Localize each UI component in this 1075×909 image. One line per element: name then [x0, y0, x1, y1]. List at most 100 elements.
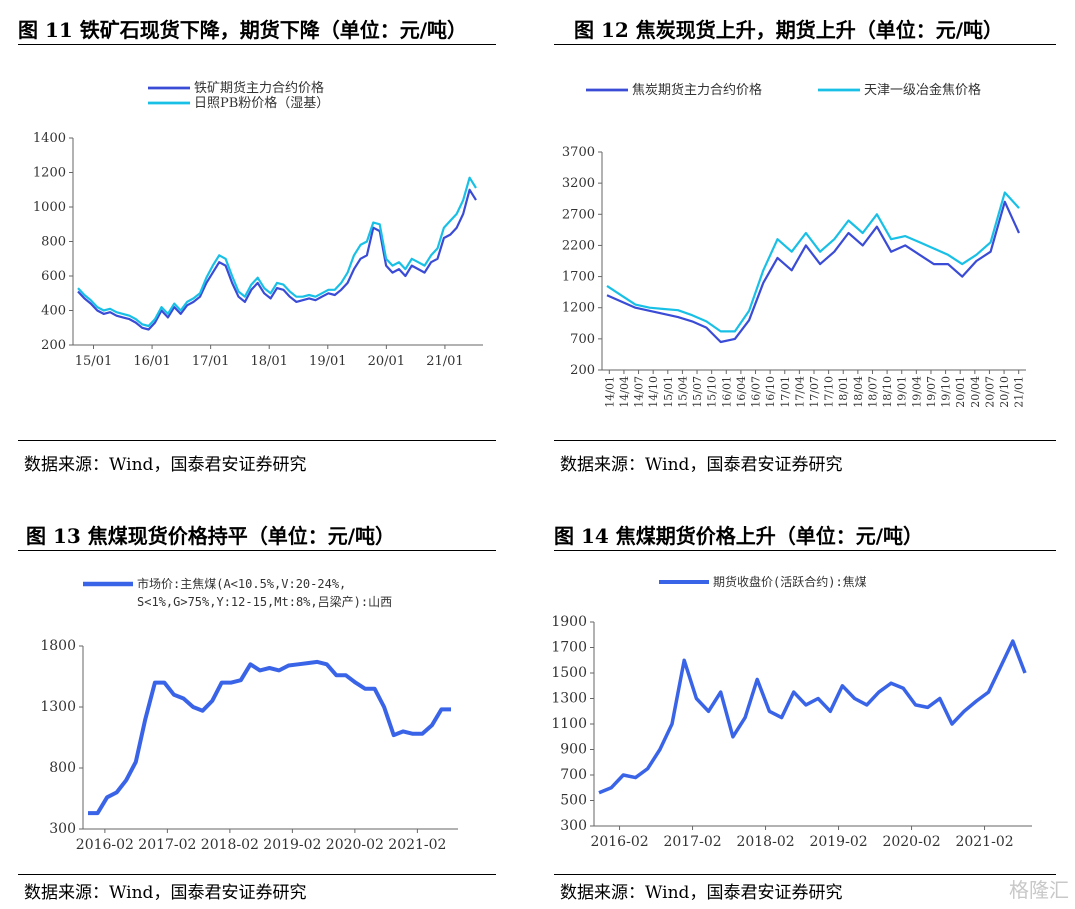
- legend-label: 期货收盘价(活跃合约):焦煤: [713, 574, 867, 589]
- x-tick-label: 16/07: [750, 376, 763, 408]
- chart-fig11: 200 400 600 800 1000 1200 1400 15/01 16/01 17/01 1…: [33, 80, 483, 369]
- x-tick-label: 2019-02: [263, 837, 321, 853]
- legend-label: S<1%,G>75%,Y:12-15,Mt:8%,吕梁产):山西: [137, 594, 392, 609]
- data-source: 数据来源：Wind，国泰君安证券研究: [560, 883, 843, 903]
- figure-title: 图 14 焦煤期货价格上升（单位：元/吨）: [554, 524, 924, 548]
- y-tick-label: 500: [560, 793, 587, 809]
- x-tick-label: 14/07: [633, 376, 646, 408]
- x-tick-label: 18/01: [837, 376, 850, 408]
- x-tick-label: 15/04: [676, 376, 689, 408]
- series-line: [606, 191, 1020, 333]
- x-tick-label: 15/01: [662, 376, 675, 408]
- x-tick-label: 2016-02: [590, 834, 648, 850]
- x-tick-label: 2020-02: [882, 834, 940, 850]
- x-tick-label: 20/10: [998, 376, 1011, 408]
- x-tick-label: 19/04: [910, 376, 923, 408]
- series-line: [77, 188, 477, 331]
- x-tick-label: 2020-02: [326, 837, 384, 853]
- series-line: [88, 659, 451, 816]
- series-line: [606, 200, 1021, 344]
- figure-title: 图 13 焦煤现货价格持平（单位：元/吨）: [26, 524, 396, 548]
- y-tick-label: 1000: [33, 200, 66, 215]
- chart-fig12: 200 700 1200 1700 2200 2700 3200 3700 14/01 14/04…: [562, 82, 1026, 408]
- title-rule: [554, 44, 1056, 45]
- x-tick-label: 16/04: [735, 376, 748, 408]
- x-tick-label: 2019-02: [809, 834, 867, 850]
- x-tick-label: 18/07: [866, 376, 879, 408]
- x-tick-label: 2021-02: [955, 834, 1013, 850]
- watermark-logo: 格隆汇: [1009, 878, 1069, 902]
- panel-fig12: 图 12 焦炭现货上升，期货上升（单位：元/吨） 200 700 1200 1700 2…: [554, 10, 1056, 480]
- y-tick-label: 700: [560, 767, 587, 783]
- y-tick-label: 900: [560, 742, 587, 758]
- y-tick-label: 1700: [551, 640, 587, 656]
- x-tick-label: 20/04: [969, 376, 982, 408]
- legend-label: 市场价:主焦煤(A<10.5%,V:20-24%,: [137, 576, 346, 591]
- y-tick-label: 1300: [551, 691, 587, 707]
- y-tick-label: 800: [49, 760, 76, 776]
- source-rule: [554, 874, 1056, 875]
- y-tick-label: 1200: [562, 301, 595, 316]
- series-line: [598, 639, 1027, 795]
- y-tick-label: 3700: [562, 145, 595, 160]
- source-rule: [18, 440, 496, 441]
- x-tick-label: 20/01: [954, 376, 967, 408]
- x-tick-label: 20/07: [983, 376, 996, 408]
- y-tick-label: 800: [41, 235, 66, 250]
- title-rule: [18, 44, 496, 45]
- panel-fig11: 图 11 铁矿石现货下降，期货下降（单位：元/吨） 200 400 600 800 10…: [18, 10, 496, 480]
- y-tick-label: 300: [560, 818, 587, 834]
- y-tick-label: 1200: [33, 166, 66, 181]
- y-tick-label: 1800: [40, 638, 76, 654]
- x-tick-label: 2017-02: [663, 834, 721, 850]
- y-tick-label: 2200: [562, 238, 595, 253]
- x-tick-label: 17/01: [779, 376, 792, 408]
- x-tick-label: 16/10: [764, 376, 777, 408]
- x-tick-label: 19/01: [309, 354, 346, 369]
- x-tick-label: 14/01: [603, 376, 616, 408]
- chart-fig14: 300 500 700 900 1100 1300 1500 1700 1900 2016-02 2…: [551, 574, 1032, 850]
- y-tick-label: 200: [41, 338, 66, 353]
- y-tick-label: 3200: [562, 176, 595, 191]
- y-tick-label: 600: [41, 269, 66, 284]
- x-tick-label: 2021-02: [388, 837, 446, 853]
- x-tick-label: 20/01: [368, 354, 405, 369]
- y-tick-label: 1700: [562, 270, 595, 285]
- x-tick-label: 21/01: [1013, 376, 1026, 408]
- legend-label: 日照PB粉价格（湿基）: [194, 95, 329, 111]
- y-tick-label: 1900: [551, 614, 587, 630]
- x-tick-label: 16/01: [720, 376, 733, 408]
- data-source: 数据来源：Wind，国泰君安证券研究: [24, 455, 307, 475]
- x-tick-label: 19/07: [925, 376, 938, 408]
- y-tick-label: 1400: [33, 131, 66, 146]
- x-tick-label: 17/07: [808, 376, 821, 408]
- source-rule: [554, 440, 1056, 441]
- x-tick-label: 18/10: [881, 376, 894, 408]
- panel-fig13: 图 13 焦煤现货价格持平（单位：元/吨） 300 800 1300 1800 2016…: [18, 512, 496, 903]
- x-tick-label: 21/01: [426, 354, 463, 369]
- x-tick-label: 19/10: [940, 376, 953, 408]
- x-tick-label: 14/10: [647, 376, 660, 408]
- x-tick-label: 17/10: [823, 376, 836, 408]
- y-tick-label: 1100: [551, 716, 587, 732]
- y-tick-label: 1500: [551, 665, 587, 681]
- x-tick-label: 2018-02: [201, 837, 259, 853]
- title-rule: [18, 550, 496, 551]
- x-tick-label: 17/04: [793, 376, 806, 408]
- data-source: 数据来源：Wind，国泰君安证券研究: [560, 455, 843, 475]
- legend-label: 焦炭期货主力合约价格: [632, 82, 762, 98]
- x-tick-label: 18/01: [250, 354, 287, 369]
- y-tick-label: 400: [41, 304, 66, 319]
- x-tick-label: 15/01: [75, 354, 112, 369]
- x-tick-label: 16/01: [133, 354, 170, 369]
- panel-fig14: 图 14 焦煤期货价格上升（单位：元/吨） 300 500 700 900 1100 13…: [551, 512, 1056, 903]
- legend-label: 铁矿期货主力合约价格: [194, 80, 324, 96]
- y-tick-label: 300: [49, 821, 76, 837]
- figure-title: 图 12 焦炭现货上升，期货上升（单位：元/吨）: [574, 18, 1004, 42]
- title-rule: [554, 550, 1056, 551]
- legend-label: 天津一级冶金焦价格: [864, 82, 981, 98]
- y-tick-label: 2700: [562, 207, 595, 222]
- data-source: 数据来源：Wind，国泰君安证券研究: [24, 883, 307, 903]
- x-tick-label: 19/01: [896, 376, 909, 408]
- y-tick-label: 1300: [40, 699, 76, 715]
